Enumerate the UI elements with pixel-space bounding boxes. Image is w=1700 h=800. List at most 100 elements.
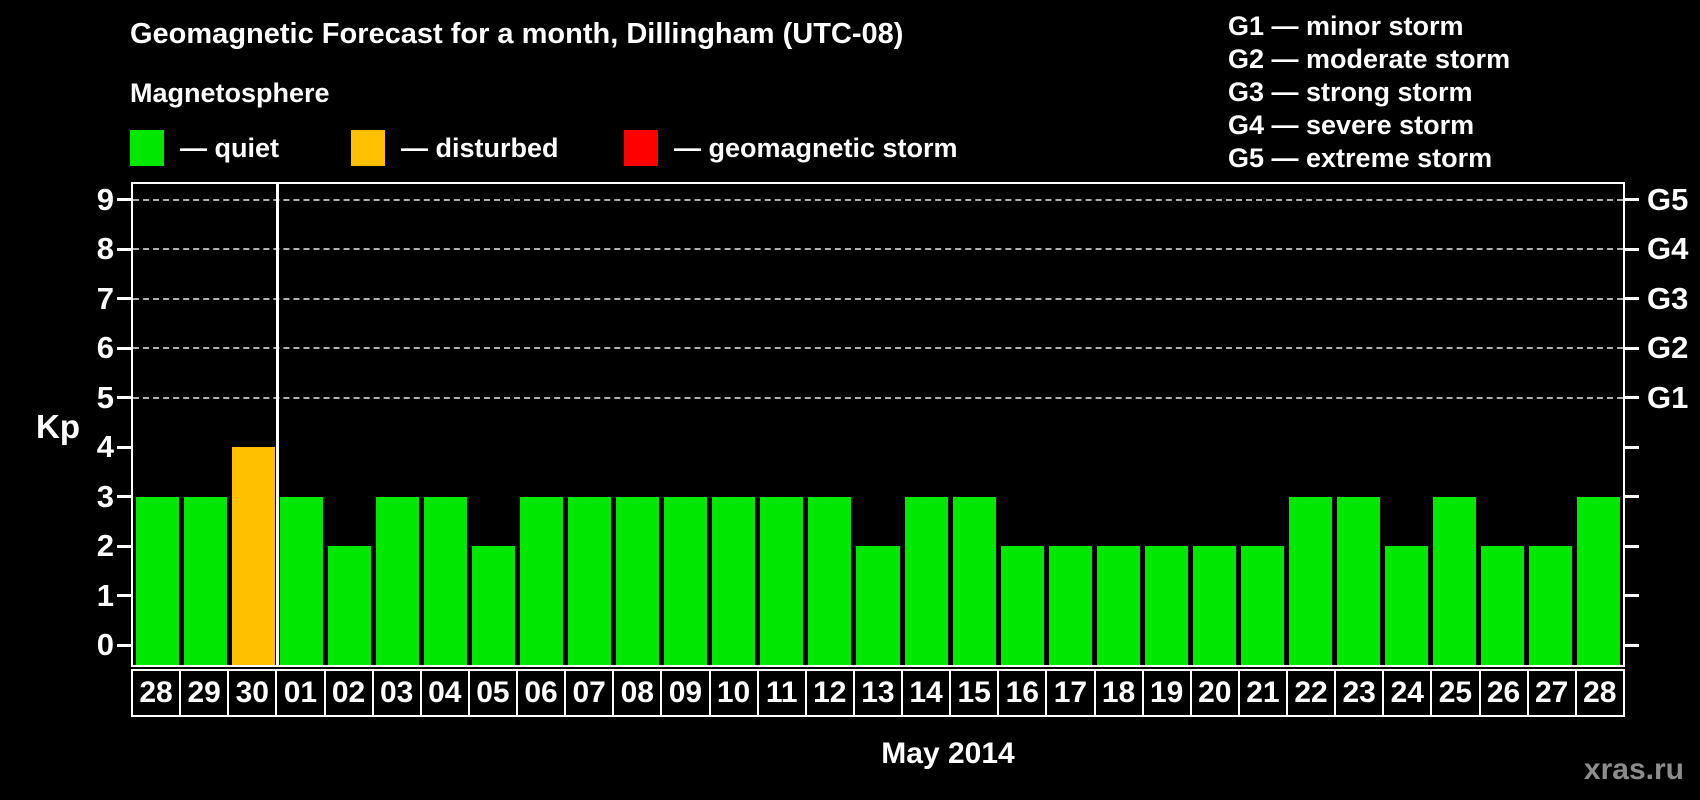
y-tick-right-6 xyxy=(1625,346,1639,350)
kp-bar-day-24 xyxy=(1385,546,1429,665)
day-cell-30-prev: 30 xyxy=(227,669,278,717)
kp-bar-day-02 xyxy=(327,546,371,665)
kp-bar-day-03 xyxy=(375,496,419,665)
day-cell-02: 02 xyxy=(323,669,374,717)
kp-bar-day-30 xyxy=(231,447,275,665)
y-tick-label-6: 6 xyxy=(96,330,114,365)
kp-bar-day-18 xyxy=(1096,546,1140,665)
gridline-kp6 xyxy=(133,347,1623,349)
x-axis-month-label: May 2014 xyxy=(881,737,1015,770)
month-separator xyxy=(275,184,279,665)
chart-title: Geomagnetic Forecast for a month, Dillin… xyxy=(130,18,904,50)
legend-swatch-disturbed xyxy=(351,130,385,166)
plot-area xyxy=(131,182,1625,667)
legend-item-quiet: — quiet xyxy=(130,129,279,167)
y-tick-left-5 xyxy=(117,396,131,399)
legend-label-storm: — geomagnetic storm xyxy=(674,132,958,163)
day-cell-24: 24 xyxy=(1382,669,1433,717)
day-cell-15: 15 xyxy=(949,669,1000,717)
day-cell-13: 13 xyxy=(852,669,903,717)
legend-label-quiet: — quiet xyxy=(180,132,279,163)
kp-bar-day-09 xyxy=(664,496,708,665)
y-tick-label-2: 2 xyxy=(96,528,114,563)
g-scale-label-G5: G5 xyxy=(1647,181,1689,217)
y-tick-left-9 xyxy=(117,198,131,201)
day-cell-06: 06 xyxy=(516,669,567,717)
y-tick-label-0: 0 xyxy=(96,627,114,662)
g-scale-label-G3: G3 xyxy=(1647,280,1689,316)
day-cell-29-prev: 29 xyxy=(179,669,230,717)
y-tick-right-9 xyxy=(1625,198,1639,201)
kp-bar-day-15 xyxy=(952,496,996,665)
storm-scale-line-4: G4 — severe storm xyxy=(1228,110,1475,140)
storm-scale-line-5: G5 — extreme storm xyxy=(1228,143,1493,173)
kp-bar-day-29 xyxy=(183,496,227,665)
day-cell-11: 11 xyxy=(756,669,807,717)
storm-scale-line-1: G1 — minor storm xyxy=(1228,11,1464,41)
y-tick-left-7 xyxy=(117,297,131,300)
kp-bar-day-01 xyxy=(279,496,323,665)
day-cell-04: 04 xyxy=(419,669,470,717)
day-cell-17: 17 xyxy=(1045,669,1096,717)
y-tick-label-7: 7 xyxy=(96,280,114,316)
y-tick-left-0 xyxy=(117,643,131,647)
y-tick-label-4: 4 xyxy=(96,429,114,464)
kp-bar-day-10 xyxy=(712,496,756,665)
day-cell-01: 01 xyxy=(275,669,326,717)
gridline-kp7 xyxy=(133,297,1623,300)
kp-bar-day-16 xyxy=(1000,546,1044,665)
legend-item-disturbed: — disturbed xyxy=(351,129,559,167)
storm-scale-legend: G1 — minor storm G2 — moderate storm G3 — … xyxy=(1228,10,1510,175)
y-tick-left-3 xyxy=(117,495,131,498)
y-tick-right-2 xyxy=(1625,544,1639,548)
kp-bar-day-17 xyxy=(1048,546,1092,665)
kp-bar-day-22 xyxy=(1289,496,1333,665)
y-tick-label-5: 5 xyxy=(96,379,114,415)
y-tick-right-4 xyxy=(1625,445,1639,449)
day-cell-08: 08 xyxy=(612,669,663,717)
kp-bar-day-28 xyxy=(1577,496,1621,665)
day-cell-25: 25 xyxy=(1430,669,1481,717)
day-cell-28: 28 xyxy=(1574,669,1625,717)
legend-swatch-quiet xyxy=(130,130,164,166)
kp-bar-day-25 xyxy=(1433,496,1477,665)
g-scale-label-G1: G1 xyxy=(1647,379,1689,415)
watermark: xras.ru xyxy=(1583,753,1684,786)
kp-bar-day-21 xyxy=(1240,546,1285,665)
storm-scale-line-3: G3 — strong storm xyxy=(1228,77,1473,107)
y-tick-label-1: 1 xyxy=(96,577,114,613)
g-scale-label-G4: G4 xyxy=(1647,231,1689,266)
kp-bar-day-11 xyxy=(760,496,804,665)
y-tick-right-0 xyxy=(1625,643,1639,647)
kp-bar-day-27 xyxy=(1529,546,1573,665)
day-cell-09: 09 xyxy=(660,669,711,717)
day-cell-16: 16 xyxy=(997,669,1048,717)
kp-bar-day-08 xyxy=(616,496,660,665)
x-axis-day-row: 28 29 30 01 02 03 04 05 06 07 08 09 10 11 12 13 14 15 16 17… xyxy=(131,669,1625,717)
day-cell-05: 05 xyxy=(467,669,518,717)
y-tick-left-6 xyxy=(117,346,131,350)
y-axis-title: Kp xyxy=(36,408,80,445)
y-tick-label-9: 9 xyxy=(96,181,114,217)
legend-swatch-storm xyxy=(624,130,658,166)
day-cell-23: 23 xyxy=(1334,669,1385,717)
kp-bar-day-06 xyxy=(520,496,564,665)
kp-bar-day-05 xyxy=(471,546,515,665)
kp-bar-day-07 xyxy=(568,496,612,665)
magnetosphere-legend: — quiet — disturbed — geomagnetic storm xyxy=(0,129,1700,169)
day-cell-14: 14 xyxy=(901,669,952,717)
day-cell-07: 07 xyxy=(564,669,615,717)
y-tick-left-1 xyxy=(117,594,131,597)
y-tick-left-4 xyxy=(117,445,131,449)
storm-scale-line-2: G2 — moderate storm xyxy=(1228,44,1511,74)
kp-bar-day-04 xyxy=(423,496,467,665)
kp-bar-day-13 xyxy=(856,546,900,665)
day-cell-10: 10 xyxy=(708,669,759,717)
day-cell-12: 12 xyxy=(804,669,855,717)
gridline-kp5 xyxy=(133,396,1623,399)
kp-bar-day-20 xyxy=(1192,546,1236,665)
kp-bar-day-26 xyxy=(1481,546,1525,665)
kp-bar-day-12 xyxy=(808,496,852,665)
day-cell-26: 26 xyxy=(1478,669,1529,717)
